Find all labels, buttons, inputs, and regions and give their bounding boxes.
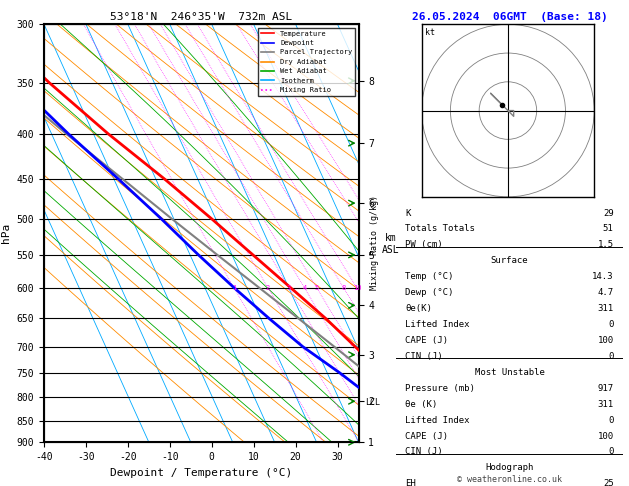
Title: 53°18'N  246°35'W  732m ASL: 53°18'N 246°35'W 732m ASL [110, 12, 292, 22]
Text: 8: 8 [342, 285, 346, 291]
Text: 4: 4 [303, 285, 307, 291]
Text: 29: 29 [603, 208, 614, 218]
Text: 311: 311 [598, 304, 614, 313]
Text: Mixing Ratio (g/kg): Mixing Ratio (g/kg) [370, 195, 379, 291]
Text: CAPE (J): CAPE (J) [405, 336, 448, 345]
Text: θe (K): θe (K) [405, 399, 438, 409]
Text: © weatheronline.co.uk: © weatheronline.co.uk [457, 474, 562, 484]
Text: 14.3: 14.3 [592, 272, 614, 281]
Text: 0: 0 [608, 448, 614, 456]
Text: Lifted Index: Lifted Index [405, 416, 470, 425]
Text: 10: 10 [353, 285, 361, 291]
Y-axis label: km
ASL: km ASL [382, 233, 399, 255]
Text: 311: 311 [598, 399, 614, 409]
Text: θe(K): θe(K) [405, 304, 432, 313]
Text: 100: 100 [598, 432, 614, 440]
Text: LCL: LCL [365, 398, 380, 407]
Text: Hodograph: Hodograph [486, 463, 533, 472]
Text: 5: 5 [314, 285, 319, 291]
Text: CIN (J): CIN (J) [405, 448, 443, 456]
Text: 0: 0 [608, 320, 614, 329]
Text: Totals Totals: Totals Totals [405, 225, 475, 233]
Text: Dewp (°C): Dewp (°C) [405, 288, 454, 297]
Text: 1: 1 [232, 285, 237, 291]
Text: CIN (J): CIN (J) [405, 352, 443, 361]
Text: 0: 0 [608, 352, 614, 361]
Y-axis label: hPa: hPa [1, 223, 11, 243]
Text: 0: 0 [608, 416, 614, 425]
Text: Temp (°C): Temp (°C) [405, 272, 454, 281]
Legend: Temperature, Dewpoint, Parcel Trajectory, Dry Adiabat, Wet Adiabat, Isotherm, Mi: Temperature, Dewpoint, Parcel Trajectory… [258, 28, 355, 96]
Text: 3: 3 [287, 285, 291, 291]
Text: 51: 51 [603, 225, 614, 233]
X-axis label: Dewpoint / Temperature (°C): Dewpoint / Temperature (°C) [110, 468, 292, 478]
Text: 100: 100 [598, 336, 614, 345]
Text: Surface: Surface [491, 256, 528, 265]
Text: 2: 2 [266, 285, 270, 291]
Text: CAPE (J): CAPE (J) [405, 432, 448, 440]
Text: kt: kt [425, 28, 435, 37]
Text: 1.5: 1.5 [598, 241, 614, 249]
Text: Pressure (mb): Pressure (mb) [405, 384, 475, 393]
Text: EH: EH [405, 479, 416, 486]
Text: Lifted Index: Lifted Index [405, 320, 470, 329]
Text: 26.05.2024  06GMT  (Base: 18): 26.05.2024 06GMT (Base: 18) [411, 12, 608, 22]
Text: Most Unstable: Most Unstable [474, 368, 545, 377]
Text: PW (cm): PW (cm) [405, 241, 443, 249]
Text: 917: 917 [598, 384, 614, 393]
Text: K: K [405, 208, 411, 218]
Text: 25: 25 [603, 479, 614, 486]
Text: 4.7: 4.7 [598, 288, 614, 297]
